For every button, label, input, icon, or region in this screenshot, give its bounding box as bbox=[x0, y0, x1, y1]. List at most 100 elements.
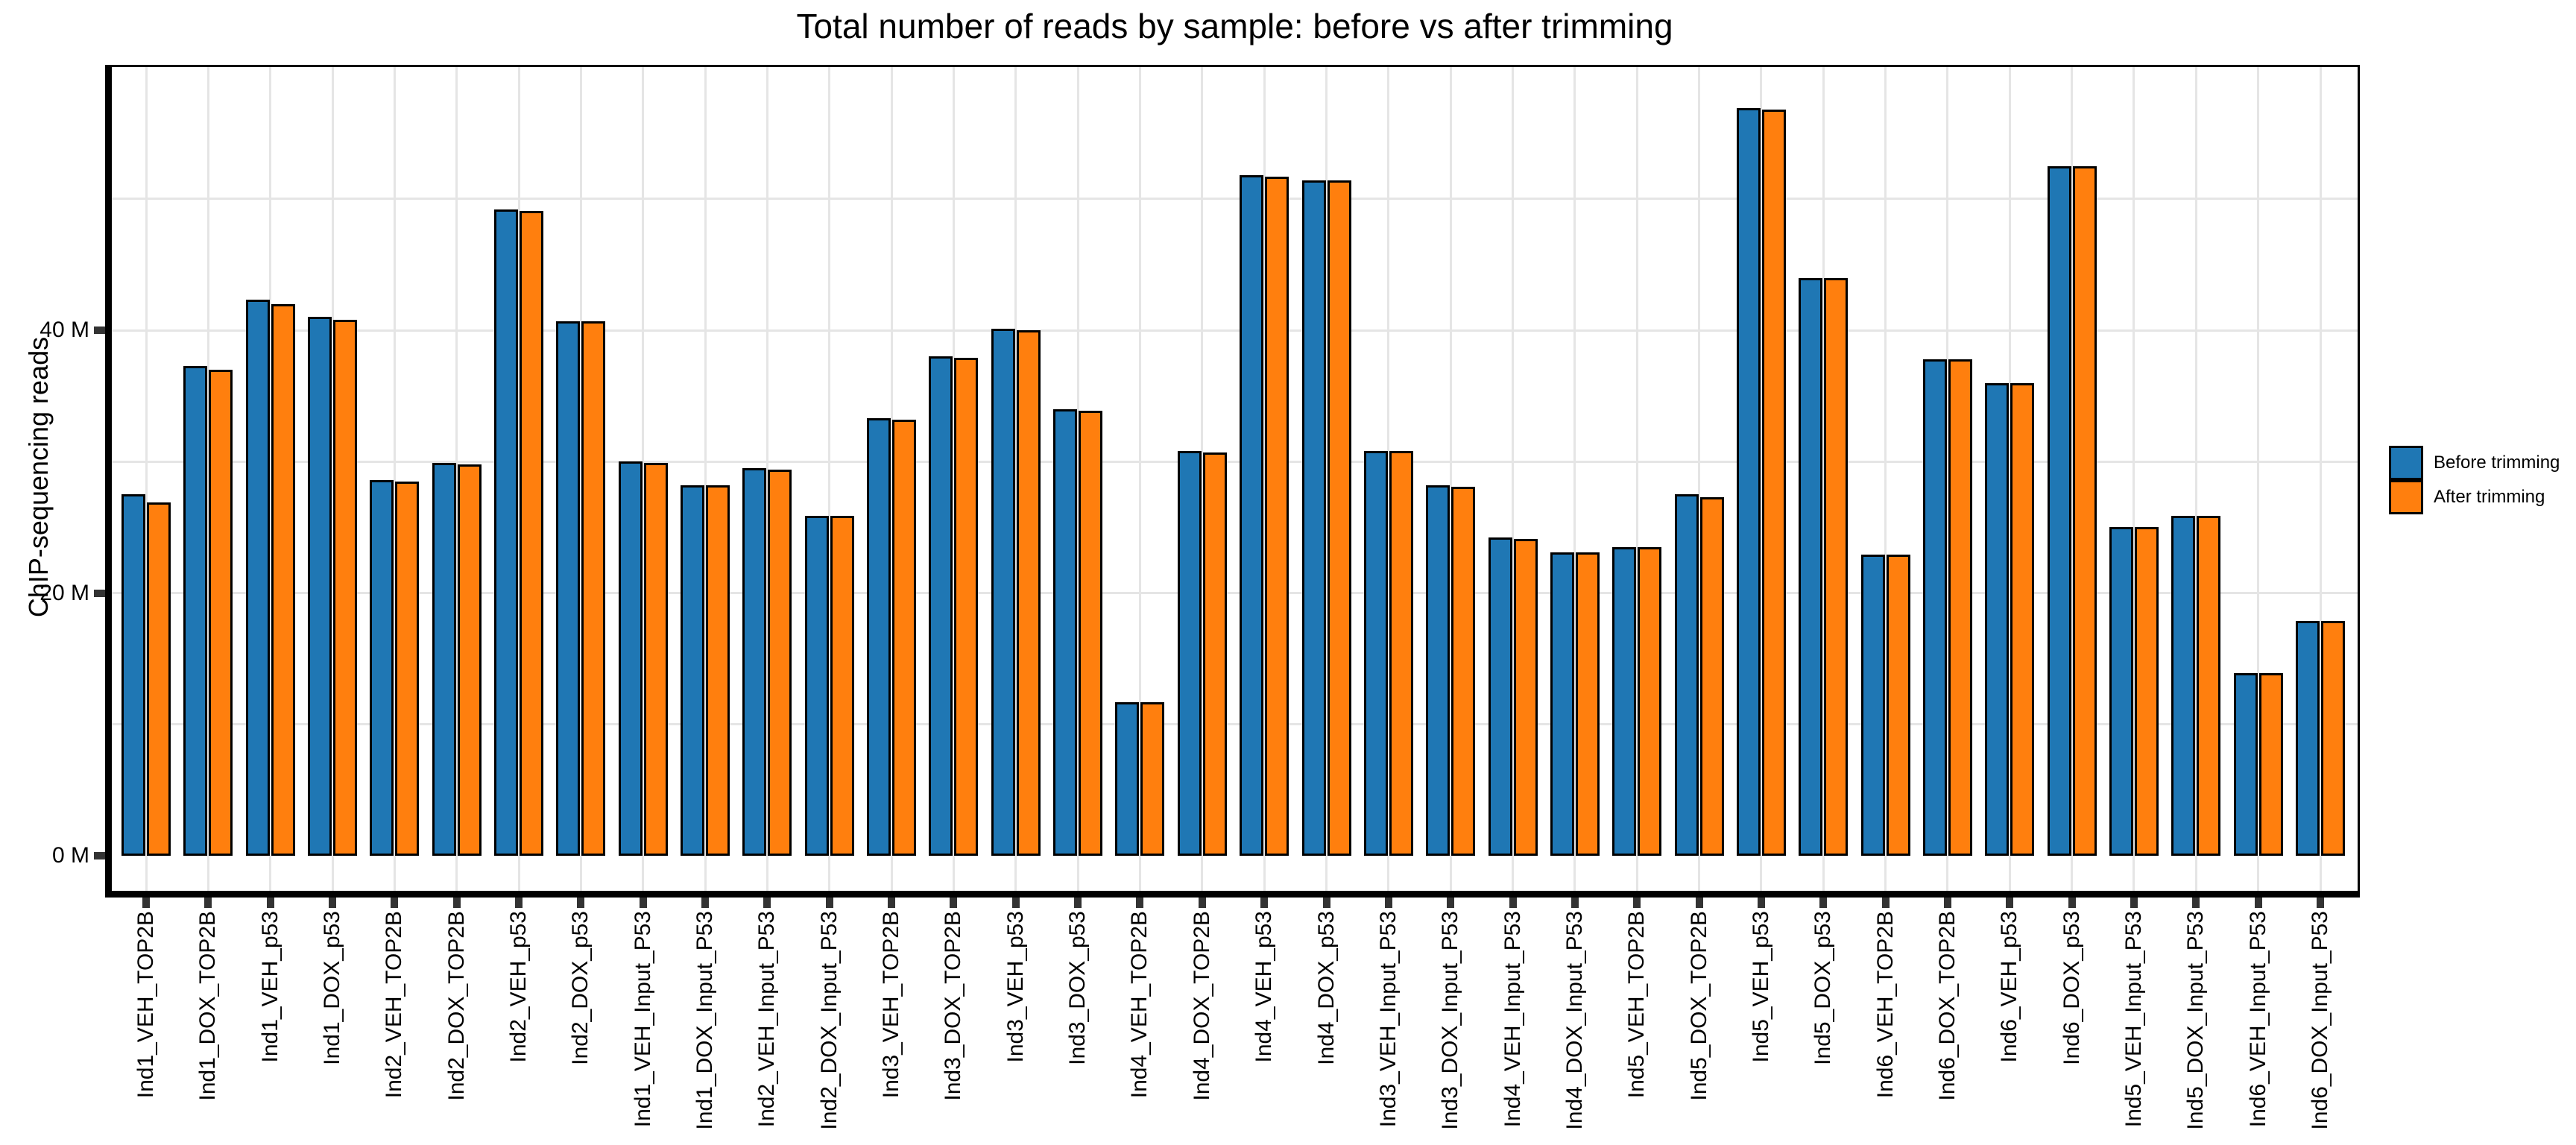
bar-before-trimming bbox=[245, 300, 270, 856]
x-axis-tick-label: Ind3_DOX_Input_P53 bbox=[1438, 911, 1463, 1130]
legend: Before trimming After trimming bbox=[2389, 446, 2560, 514]
x-axis-tick-label: Ind6_DOX_p53 bbox=[2059, 911, 2084, 1065]
bar-before-trimming bbox=[183, 365, 208, 856]
y-axis-tick bbox=[94, 589, 105, 597]
bar-before-trimming bbox=[1177, 451, 1202, 856]
bar-before-trimming bbox=[1985, 382, 2010, 856]
bar-before-trimming bbox=[308, 317, 332, 856]
bar-after-trimming bbox=[2197, 515, 2221, 856]
bar-before-trimming bbox=[370, 479, 394, 856]
x-axis-tick-label: Ind2_VEH_Input_P53 bbox=[754, 911, 780, 1128]
x-axis-tick-label: Ind6_VEH_TOP2B bbox=[1872, 911, 1898, 1099]
x-axis-tick bbox=[1136, 898, 1144, 908]
y-axis-tick-label: 20 M bbox=[40, 580, 89, 605]
bar-before-trimming bbox=[2233, 673, 2258, 856]
x-axis-tick-label: Ind6_VEH_Input_P53 bbox=[2245, 911, 2270, 1128]
x-axis-tick-label: Ind5_VEH_Input_P53 bbox=[2121, 911, 2146, 1128]
bar-before-trimming bbox=[1363, 451, 1388, 856]
x-axis-tick bbox=[1447, 898, 1455, 908]
bar-after-trimming bbox=[1948, 359, 1972, 856]
bar-after-trimming bbox=[1699, 496, 1724, 856]
gridline-vertical bbox=[145, 67, 148, 891]
bar-before-trimming bbox=[991, 329, 1015, 856]
bar-before-trimming bbox=[1550, 552, 1574, 856]
x-axis-tick-label: Ind4_VEH_p53 bbox=[1251, 911, 1277, 1063]
x-axis-tick-label: Ind5_DOX_p53 bbox=[1811, 911, 1836, 1065]
x-axis-tick-label: Ind6_DOX_TOP2B bbox=[1934, 911, 1960, 1101]
bar-after-trimming bbox=[209, 369, 233, 856]
bar-before-trimming bbox=[1426, 485, 1450, 856]
x-axis-tick-label: Ind3_VEH_Input_P53 bbox=[1375, 911, 1401, 1128]
bar-before-trimming bbox=[494, 209, 519, 856]
bar-after-trimming bbox=[1389, 451, 1413, 856]
y-axis-tick bbox=[94, 327, 105, 334]
x-axis-tick-label: Ind6_VEH_p53 bbox=[1997, 911, 2022, 1063]
x-axis-tick bbox=[639, 898, 647, 908]
gridline-vertical bbox=[1014, 67, 1017, 891]
legend-label: After trimming bbox=[2434, 487, 2545, 507]
x-axis-tick-label: Ind4_DOX_Input_P53 bbox=[1562, 911, 1587, 1130]
gridline-vertical bbox=[952, 67, 955, 891]
gridline-vertical bbox=[393, 67, 396, 891]
x-axis-tick-label: Ind2_VEH_p53 bbox=[506, 911, 531, 1063]
bar-before-trimming bbox=[2047, 165, 2071, 856]
x-axis-tick bbox=[1757, 898, 1765, 908]
gridline-horizontal bbox=[112, 329, 2358, 332]
x-axis-tick-label: Ind1_DOX_Input_P53 bbox=[692, 911, 718, 1130]
gridline-vertical bbox=[890, 67, 893, 891]
x-axis-tick-label: Ind5_VEH_p53 bbox=[1748, 911, 1773, 1063]
chart-title: Total number of reads by sample: before … bbox=[796, 7, 1673, 45]
bar-before-trimming bbox=[804, 515, 829, 856]
bar-after-trimming bbox=[1761, 109, 1786, 856]
bar-after-trimming bbox=[892, 419, 917, 856]
x-axis-tick-label: Ind5_DOX_Input_P53 bbox=[2183, 911, 2209, 1130]
bar-before-trimming bbox=[1674, 494, 1699, 856]
x-axis-tick bbox=[1943, 898, 1951, 908]
x-axis-tick bbox=[701, 898, 710, 908]
x-axis-tick-label: Ind1_VEH_TOP2B bbox=[133, 911, 158, 1099]
y-axis-tick-label: 0 M bbox=[51, 843, 89, 868]
gridline-vertical bbox=[1387, 67, 1390, 891]
bar-before-trimming bbox=[742, 468, 767, 856]
gridline-vertical bbox=[1201, 67, 1204, 891]
x-axis-tick bbox=[1384, 898, 1392, 908]
bar-after-trimming bbox=[1016, 330, 1041, 856]
x-axis-tick bbox=[452, 898, 461, 908]
gridline-vertical bbox=[2257, 67, 2260, 891]
x-axis-tick-label: Ind3_VEH_TOP2B bbox=[879, 911, 904, 1099]
x-axis-tick-label: Ind2_DOX_p53 bbox=[568, 911, 593, 1065]
bar-after-trimming bbox=[1513, 539, 1538, 856]
bar-after-trimming bbox=[1886, 555, 1910, 856]
bar-after-trimming bbox=[1451, 486, 1476, 856]
x-axis-tick-label: Ind4_DOX_p53 bbox=[1313, 911, 1339, 1065]
x-axis-tick bbox=[2192, 898, 2200, 908]
bar-before-trimming bbox=[121, 494, 145, 856]
bar-after-trimming bbox=[830, 515, 854, 856]
x-axis-tick-label: Ind1_DOX_TOP2B bbox=[195, 911, 221, 1101]
gridline-vertical bbox=[1449, 67, 1452, 891]
gridline-vertical bbox=[1138, 67, 1141, 891]
gridline-vertical bbox=[1946, 67, 1949, 891]
y-axis-tick-label: 40 M bbox=[40, 318, 89, 342]
legend-item: After trimming bbox=[2389, 480, 2560, 514]
bar-before-trimming bbox=[1612, 546, 1637, 856]
gridline-vertical bbox=[2133, 67, 2135, 891]
bar-after-trimming bbox=[954, 358, 979, 856]
bar-after-trimming bbox=[768, 469, 792, 856]
x-axis-tick bbox=[266, 898, 274, 908]
y-axis-tick bbox=[94, 852, 105, 859]
x-axis-tick bbox=[888, 898, 896, 908]
x-axis-tick bbox=[950, 898, 958, 908]
gridline-vertical bbox=[1263, 67, 1266, 891]
x-axis-tick bbox=[1695, 898, 1703, 908]
bar-after-trimming bbox=[706, 485, 730, 856]
bar-after-trimming bbox=[2134, 527, 2159, 856]
x-axis-tick bbox=[577, 898, 585, 908]
x-axis-tick bbox=[2006, 898, 2014, 908]
gridline-vertical bbox=[828, 67, 831, 891]
x-axis-tick-label: Ind4_VEH_TOP2B bbox=[1127, 911, 1152, 1099]
x-axis-tick-label: Ind4_DOX_TOP2B bbox=[1189, 911, 1214, 1101]
gridline-vertical bbox=[1884, 67, 1887, 891]
x-axis-tick-label: Ind3_VEH_p53 bbox=[1003, 911, 1028, 1063]
bar-after-trimming bbox=[2072, 165, 2097, 856]
